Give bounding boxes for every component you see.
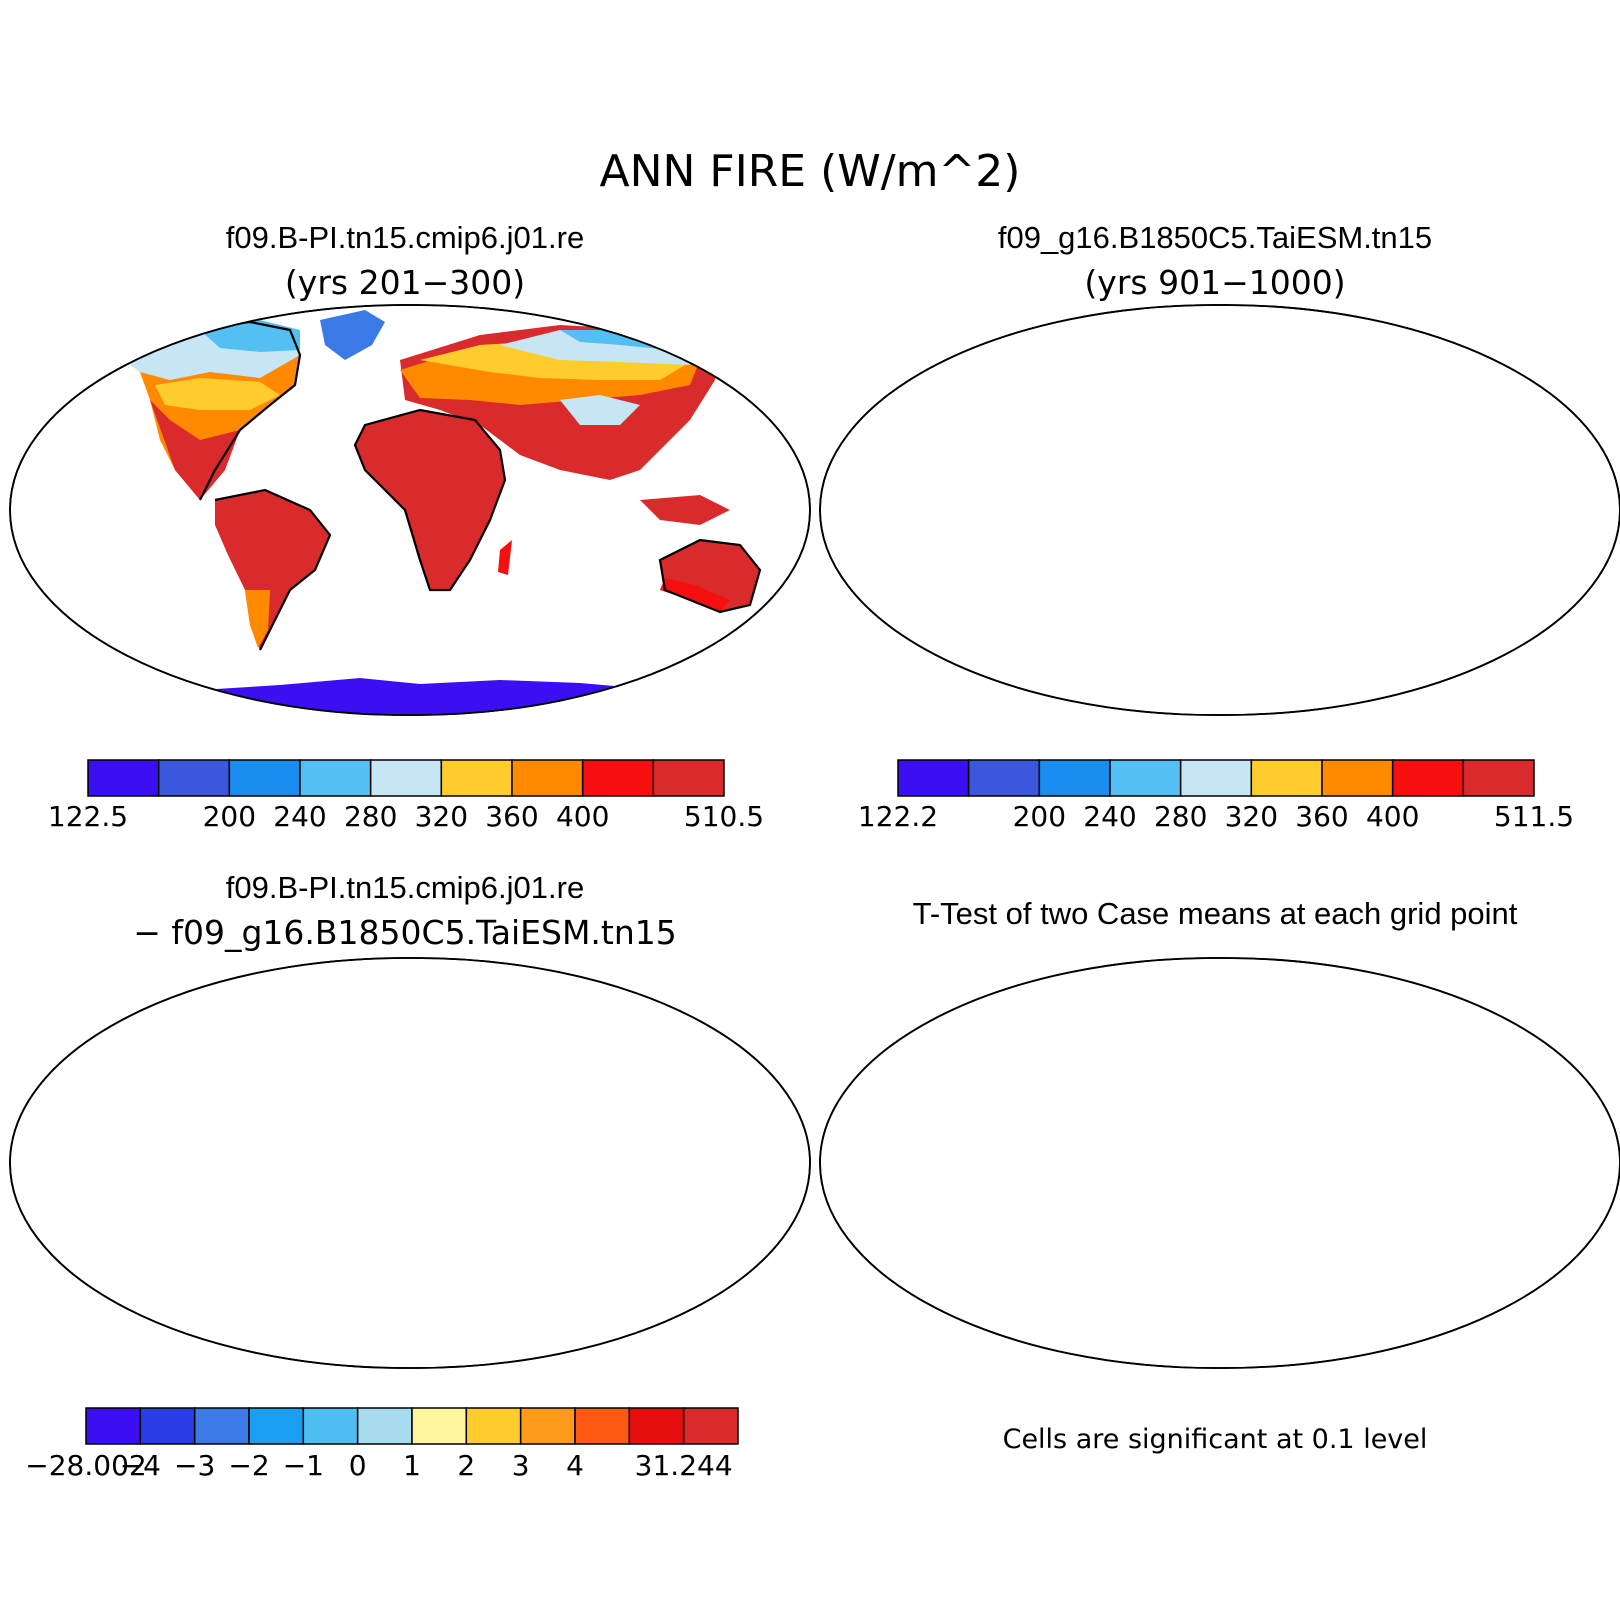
colorbar-swatch [157, 759, 231, 797]
colorbar-swatch [519, 1407, 576, 1445]
colorbar-tick-label: 122.5 [48, 800, 128, 833]
region-tibet [560, 395, 640, 425]
colorbar-tick-label: 510.5 [684, 800, 764, 833]
continent-north-america [155, 378, 280, 410]
figure-title: ANN FIRE (W/m^2) [600, 146, 1021, 197]
map-frame [9, 957, 811, 1369]
colorbar-tick-label: 122.2 [858, 800, 938, 833]
colorbar-tick-label: 31.244 [635, 1449, 733, 1482]
colorbar-tick-label: 511.5 [1494, 800, 1574, 833]
colorbar-case2: 122.2 200 240 280 320 360 400 511.5 [858, 759, 1574, 833]
colorbar-swatch [356, 1407, 413, 1445]
panel-case2-subtitle: (yrs 901−1000) [1084, 263, 1345, 302]
colorbar-tick-label: 360 [485, 800, 538, 833]
colorbar-tick-label: 200 [203, 800, 256, 833]
colorbar-swatch [511, 759, 584, 797]
colorbar-swatch [302, 1407, 359, 1445]
map-case1 [80, 310, 762, 715]
panel-difference-subtitle: − f09_g16.B1850C5.TaiESM.tn15 [133, 913, 677, 952]
colorbar-tick-label: 4 [566, 1449, 584, 1482]
colorbar-tick-label: 320 [1225, 800, 1278, 833]
panel-difference-title: f09.B-PI.tn15.cmip6.j01.re [226, 870, 584, 905]
continent-north-america [150, 400, 240, 500]
colorbar-tick-label: 400 [556, 800, 609, 833]
colorbar-tick-label: −4 [120, 1449, 161, 1482]
colorbar-swatch [248, 1407, 305, 1445]
colorbar-swatch [193, 1407, 250, 1445]
colorbar-swatch [682, 1407, 739, 1445]
colorbar-swatch [574, 1407, 631, 1445]
continent-greenland [320, 310, 385, 360]
colorbar-difference: −28.002−4 −3 −2 −1 0 1 2 3 4 31.244 [25, 1407, 739, 1482]
continent-south-america [245, 590, 270, 648]
colorbar-tick-label: 1 [403, 1449, 421, 1482]
colorbar-tick-label: 240 [1083, 800, 1136, 833]
colorbar-tick-label: 2 [457, 1449, 475, 1482]
island-madagascar [498, 540, 512, 575]
colorbar-swatch [139, 1407, 196, 1445]
colorbar-tick-label: 0 [349, 1449, 367, 1482]
colorbar-swatch [1250, 759, 1323, 797]
colorbar-tick-label: 280 [344, 800, 397, 833]
panel-case1: f09.B-PI.tn15.cmip6.j01.re (yrs 201−300) [9, 220, 811, 833]
panel-case2: f09_g16.B1850C5.TaiESM.tn15 (yrs 901−100… [819, 220, 1620, 833]
colorbar-tick-label: 400 [1366, 800, 1419, 833]
continent-australia [660, 578, 730, 612]
colorbar-tick-label: −2 [228, 1449, 269, 1482]
panel-difference: f09.B-PI.tn15.cmip6.j01.re − f09_g16.B18… [9, 870, 811, 1482]
colorbar-tick-label: 3 [512, 1449, 530, 1482]
colorbar-case1: 122.5 200 240 280 320 360 400 510.5 [48, 759, 764, 833]
colorbar-tick-label: −28.002 [25, 1449, 146, 1482]
map-frame [9, 304, 811, 716]
colorbar-swatch [465, 1407, 522, 1445]
colorbar-swatch [411, 1407, 468, 1445]
colorbar-swatch [1179, 759, 1253, 797]
colorbar-swatch [1321, 759, 1394, 797]
significance-note: Cells are significant at 0.1 level [1003, 1424, 1428, 1455]
panel-case1-subtitle: (yrs 201−300) [285, 263, 525, 302]
colorbar-tick-label: 280 [1154, 800, 1207, 833]
panel-ttest: T-Test of two Case means at each grid po… [819, 896, 1620, 1455]
colorbar-swatch [228, 759, 301, 797]
colorbar-swatch [581, 759, 655, 797]
map-frame [819, 957, 1620, 1369]
colorbar-swatch [299, 759, 372, 797]
colorbar-swatch [1038, 759, 1111, 797]
colorbar-tick-label: −1 [283, 1449, 324, 1482]
colorbar-tick-label: 200 [1013, 800, 1066, 833]
colorbar-tick-label: −3 [174, 1449, 215, 1482]
colorbar-swatch [1391, 759, 1465, 797]
region-maritime-asia [640, 495, 730, 525]
panel-case2-title: f09_g16.B1850C5.TaiESM.tn15 [998, 220, 1432, 255]
panel-ttest-title: T-Test of two Case means at each grid po… [913, 896, 1518, 931]
map-frame [819, 304, 1620, 716]
colorbar-swatch [85, 1407, 142, 1445]
colorbar-swatch [897, 759, 970, 797]
colorbar-swatch [440, 759, 513, 797]
colorbar-swatch [1462, 759, 1535, 797]
colorbar-tick-label: 360 [1295, 800, 1348, 833]
colorbar-tick-label: 240 [273, 800, 326, 833]
colorbar-swatch [628, 1407, 685, 1445]
colorbar-tick-label: 320 [415, 800, 468, 833]
map-frame [9, 957, 811, 1369]
map-frame [819, 957, 1620, 1369]
panel-case1-title: f09.B-PI.tn15.cmip6.j01.re [226, 220, 584, 255]
continent-south-america [215, 490, 330, 650]
colorbar-swatch [1109, 759, 1182, 797]
colorbar-swatch [87, 759, 160, 797]
colorbar-swatch [967, 759, 1041, 797]
continent-africa [355, 410, 505, 590]
map-frame [819, 304, 1620, 716]
colorbar-swatch [652, 759, 725, 797]
colorbar-swatch [369, 759, 443, 797]
